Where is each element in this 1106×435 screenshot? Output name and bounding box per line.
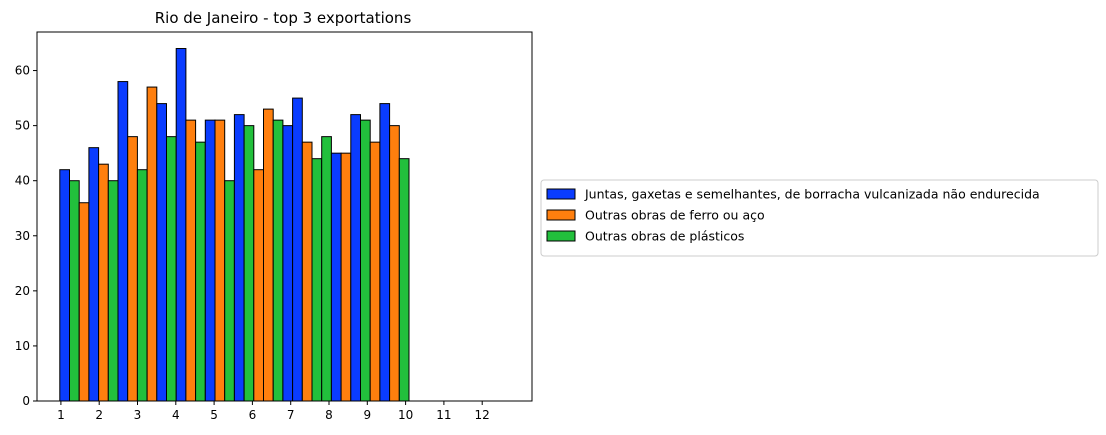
bar: [156, 103, 168, 402]
x-axis: 1 2 3 4 5 6 7 8 9 10 11 12: [57, 401, 490, 422]
x-tick-label: 2: [95, 408, 103, 422]
legend-label: Juntas, gaxetas e semelhantes, de borrac…: [584, 187, 1040, 202]
bar: [263, 108, 274, 402]
bar: [127, 136, 138, 402]
y-tick-label: 10: [15, 339, 30, 353]
y-tick-label: 20: [15, 284, 30, 298]
x-tick-label: 7: [287, 408, 295, 422]
legend-box: [540, 179, 1099, 257]
bar: [292, 97, 303, 402]
bar: [243, 125, 255, 402]
legend: Juntas, gaxetas e semelhantes, de borrac…: [540, 179, 1099, 257]
bar: [272, 119, 284, 402]
x-tick-label: 5: [210, 408, 218, 422]
bar: [59, 169, 70, 402]
bar: [389, 125, 400, 402]
y-tick-label: 50: [15, 119, 30, 133]
y-tick-label: 0: [22, 394, 30, 408]
bar: [282, 125, 294, 402]
x-tick-label: 12: [475, 408, 490, 422]
y-tick-label: 40: [15, 174, 30, 188]
bar: [360, 119, 371, 402]
x-tick-label: 6: [249, 408, 257, 422]
bar: [107, 180, 119, 402]
bar: [88, 147, 100, 402]
bar: [214, 119, 226, 402]
bar: [117, 81, 129, 402]
x-tick-label: 11: [436, 408, 451, 422]
bar: [136, 169, 148, 402]
bar: [204, 119, 216, 402]
bar: [321, 136, 332, 402]
bar: [98, 163, 109, 402]
bar: [233, 114, 245, 402]
bar: [253, 169, 265, 402]
legend-label: Outras obras de plásticos: [585, 229, 744, 244]
legend-label: Outras obras de ferro ou aço: [585, 208, 765, 223]
x-tick-label: 3: [134, 408, 142, 422]
bar: [166, 136, 177, 402]
bar: [398, 158, 410, 402]
bar: [78, 202, 90, 402]
bar: [330, 152, 342, 402]
bar: [146, 86, 158, 402]
x-tick-label: 9: [363, 408, 371, 422]
legend-swatch: [546, 188, 576, 200]
bar: [195, 141, 206, 402]
bar: [69, 180, 80, 402]
bar: [224, 180, 235, 402]
chart-title: Rio de Janeiro - top 3 exportations: [155, 9, 412, 27]
legend-swatch: [546, 230, 576, 242]
bar: [369, 141, 381, 402]
bar: [350, 114, 361, 402]
bars-group: [59, 48, 410, 402]
bar: [340, 152, 352, 402]
plot-frame: [36, 31, 533, 402]
bar: [379, 103, 391, 402]
x-tick-label: 1: [57, 408, 65, 422]
bar: [185, 119, 197, 402]
y-tick-label: 60: [15, 64, 30, 78]
y-axis: 0 10 20 30 40 50 60: [15, 64, 37, 408]
y-tick-label: 30: [15, 229, 30, 243]
bar: [175, 48, 187, 402]
x-tick-label: 10: [398, 408, 413, 422]
x-tick-label: 4: [172, 408, 180, 422]
bar: [301, 141, 313, 402]
legend-swatch: [546, 209, 576, 221]
bar: [311, 158, 323, 402]
x-tick-label: 8: [325, 408, 333, 422]
